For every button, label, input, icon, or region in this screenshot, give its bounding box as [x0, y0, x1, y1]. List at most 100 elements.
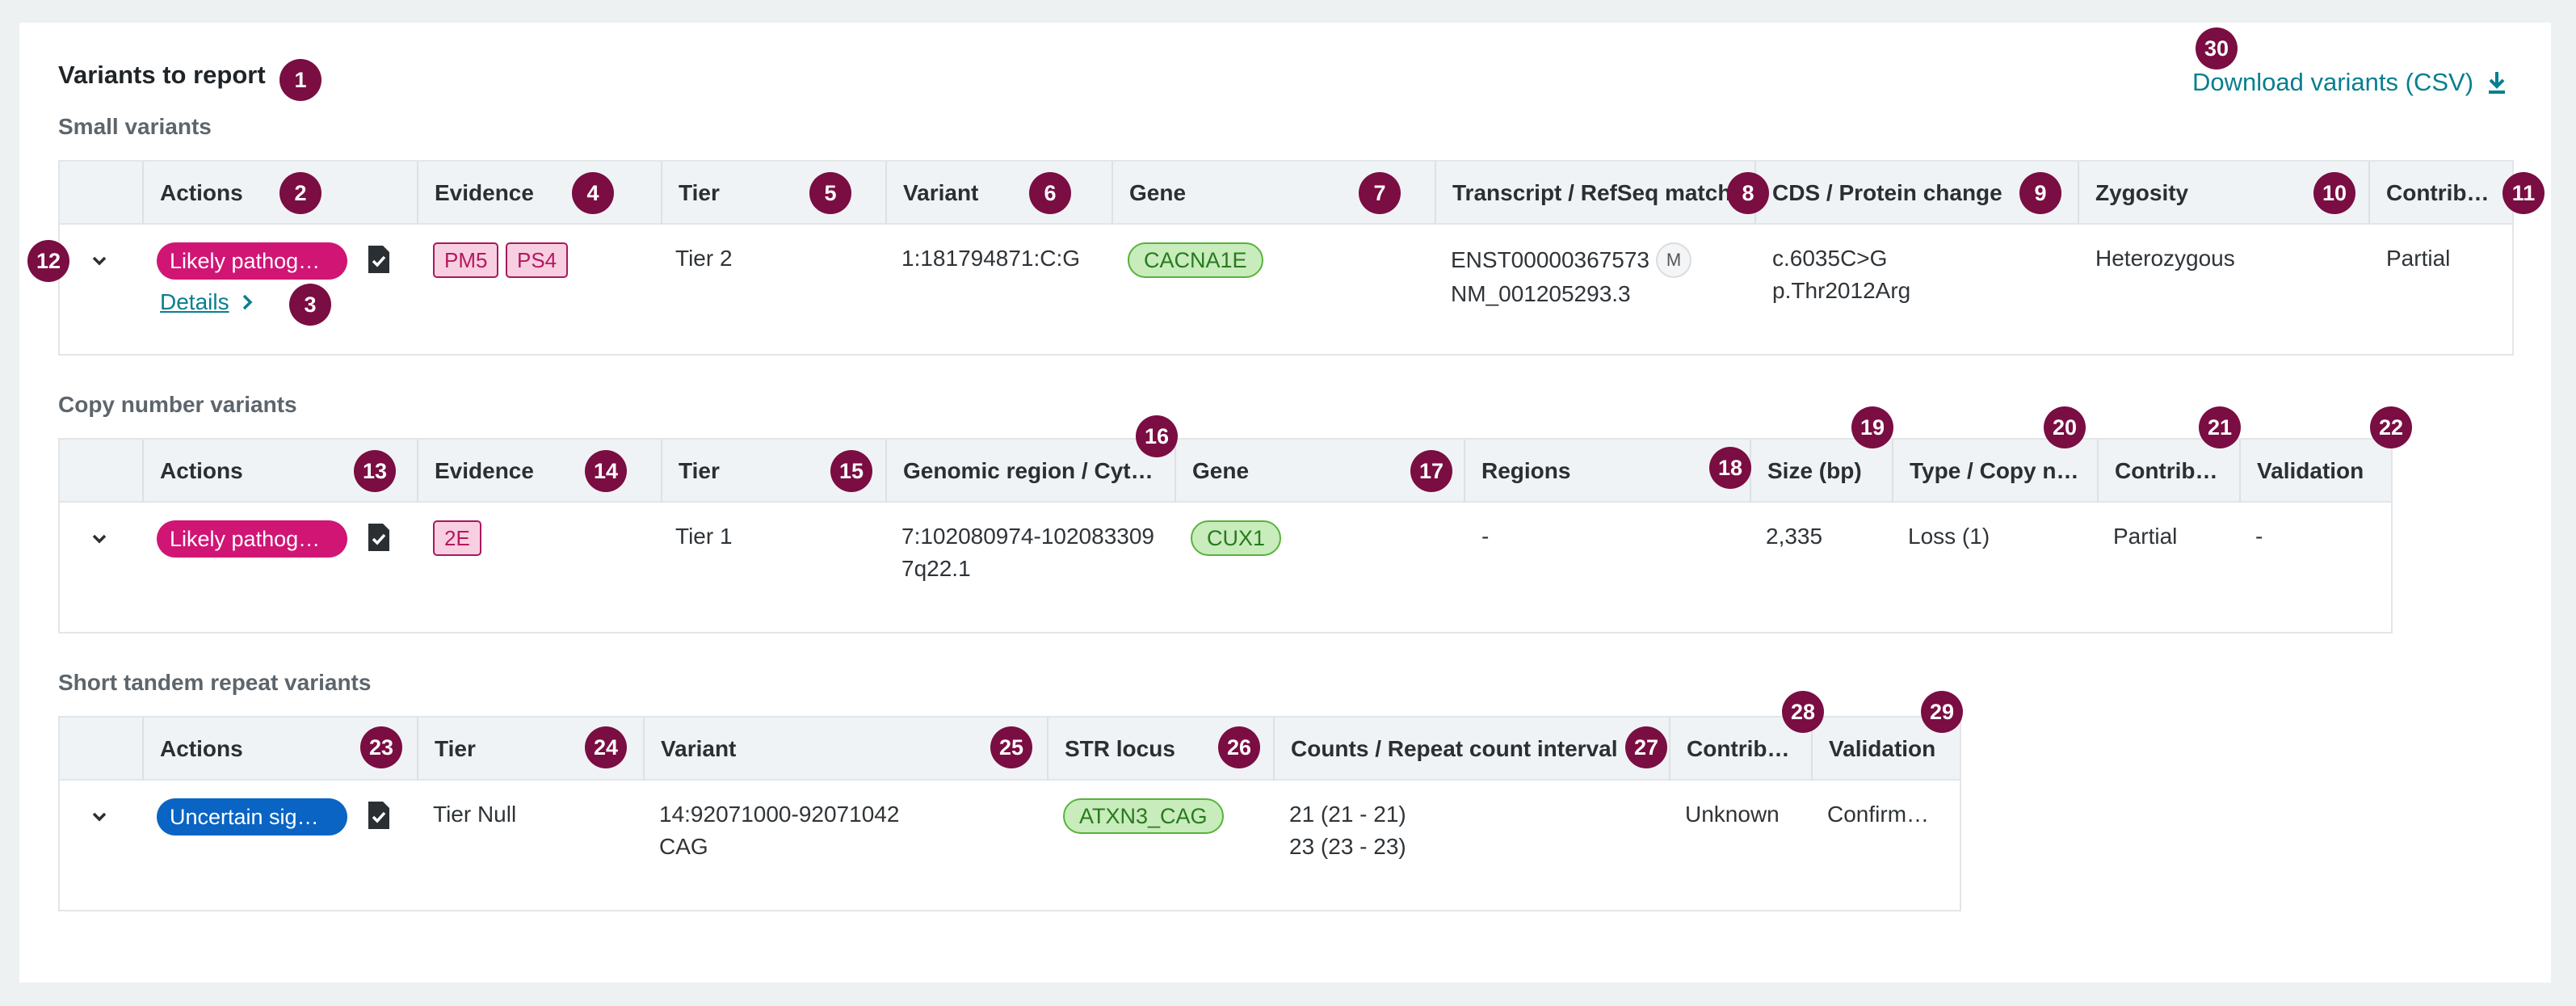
annotation-badge: 17 — [1410, 450, 1452, 492]
small-variants-table: Actions Evidence Tier Variant Gene Trans… — [58, 160, 2514, 356]
annotation-badge: 25 — [990, 726, 1032, 768]
validation-value: - — [2255, 524, 2263, 549]
col-transcript[interactable]: Transcript / RefSeq match — [1435, 162, 1754, 225]
col-expand — [60, 440, 142, 503]
evidence-tag: PS4 — [506, 242, 569, 278]
annotation-badge: 4 — [572, 172, 614, 214]
table-header: Actions Evidence Tier Genomic region / C… — [60, 440, 2391, 503]
col-regions[interactable]: Regions — [1464, 440, 1750, 503]
gene-tag[interactable]: CACNA1E — [1128, 242, 1263, 278]
tier-value: Tier 2 — [675, 246, 733, 271]
col-contribution[interactable]: Contrib… — [2097, 440, 2239, 503]
col-tier[interactable]: Tier — [661, 440, 885, 503]
details-label: Details — [160, 289, 229, 314]
annotation-badge: 19 — [1851, 406, 1893, 448]
download-csv-link[interactable]: Download variants (CSV) — [2192, 68, 2507, 97]
col-counts[interactable]: Counts / Repeat count interval — [1273, 718, 1669, 781]
col-type-copy[interactable]: Type / Copy n… — [1892, 440, 2097, 503]
evidence-tag: 2E — [433, 520, 481, 556]
col-genomic-region[interactable]: Genomic region / Cyt… — [885, 440, 1175, 503]
chevron-down-icon[interactable] — [87, 805, 111, 829]
col-actions[interactable]: Actions — [142, 718, 417, 781]
annotation-badge: 15 — [830, 450, 872, 492]
col-expand — [60, 162, 142, 225]
download-icon — [2489, 72, 2506, 94]
report-doc-icon[interactable] — [365, 522, 393, 553]
col-evidence[interactable]: Evidence — [417, 162, 661, 225]
col-str-locus[interactable]: STR locus — [1047, 718, 1273, 781]
col-validation[interactable]: Validation — [1811, 718, 1963, 781]
cnv-title: Copy number variants — [58, 392, 297, 417]
col-tier[interactable]: Tier — [417, 718, 643, 781]
annotation-badge: 20 — [2044, 406, 2086, 448]
col-contribution[interactable]: Contrib… — [2368, 162, 2515, 225]
annotation-badge: 27 — [1625, 726, 1667, 768]
col-gene[interactable]: Gene — [1175, 440, 1464, 503]
col-size[interactable]: Size (bp) — [1750, 440, 1892, 503]
region-value: 7:102080974-102083309 — [901, 524, 1154, 549]
refseq-value: NM_001205293.3 — [1451, 281, 1631, 306]
gene-tag[interactable]: CUX1 — [1191, 520, 1282, 556]
variant-value: 1:181794871:C:G — [901, 246, 1081, 271]
report-doc-icon[interactable] — [365, 800, 393, 831]
str-title: Short tandem repeat variants — [58, 670, 372, 695]
regions-value: - — [1481, 524, 1490, 549]
annotation-badge: 18 — [1709, 447, 1751, 489]
report-doc-icon[interactable] — [365, 244, 393, 275]
col-validation[interactable]: Validation — [2239, 440, 2394, 503]
download-label: Download variants (CSV) — [2192, 68, 2474, 96]
details-link[interactable]: Details — [160, 289, 254, 315]
annotation-badge: 13 — [354, 450, 396, 492]
contribution-value: Unknown — [1685, 802, 1780, 827]
col-expand — [60, 718, 142, 781]
zygosity-value: Heterozygous — [2095, 246, 2235, 271]
count-value-2: 23 (23 - 23) — [1289, 834, 1406, 859]
annotation-badge: 26 — [1218, 726, 1260, 768]
size-value: 2,335 — [1766, 524, 1823, 549]
evidence-tag: PM5 — [433, 242, 499, 278]
annotation-badge: 2 — [279, 172, 321, 214]
cds-value: c.6035C>G — [1772, 246, 1888, 271]
col-actions[interactable]: Actions — [142, 162, 417, 225]
annotation-badge: 12 — [27, 240, 69, 282]
annotation-badge: 30 — [2196, 27, 2238, 69]
annotation-badge: 14 — [585, 450, 627, 492]
col-actions[interactable]: Actions — [142, 440, 417, 503]
col-zygosity[interactable]: Zygosity — [2078, 162, 2368, 225]
classification-badge[interactable]: Likely pathog… — [157, 242, 347, 280]
variant-value: 14:92071000-92071042 — [659, 802, 900, 827]
col-variant[interactable]: Variant — [643, 718, 1047, 781]
page-title: Variants to report — [58, 61, 266, 89]
classification-badge[interactable]: Likely pathog… — [157, 520, 347, 558]
cytoband-value: 7q22.1 — [901, 556, 971, 581]
annotation-badge: 8 — [1727, 172, 1769, 214]
str-locus-tag[interactable]: ATXN3_CAG — [1063, 798, 1224, 834]
cnv-table: Actions Evidence Tier Genomic region / C… — [58, 438, 2393, 633]
col-evidence[interactable]: Evidence — [417, 440, 661, 503]
count-value-1: 21 (21 - 21) — [1289, 802, 1406, 827]
annotation-badge: 1 — [279, 59, 321, 101]
tier-value: Tier Null — [433, 802, 517, 827]
chevron-down-icon[interactable] — [87, 527, 111, 551]
col-variant[interactable]: Variant — [885, 162, 1112, 225]
annotation-badge: 28 — [1782, 691, 1824, 733]
annotation-badge: 3 — [289, 284, 331, 326]
col-contribution[interactable]: Contrib… — [1669, 718, 1811, 781]
col-tier[interactable]: Tier — [661, 162, 885, 225]
annotation-badge: 6 — [1029, 172, 1071, 214]
match-badge: M — [1656, 242, 1691, 278]
annotation-badge: 21 — [2199, 406, 2241, 448]
chevron-down-icon[interactable] — [87, 249, 111, 273]
annotation-badge: 22 — [2370, 406, 2412, 448]
small-variants-title: Small variants — [58, 114, 212, 139]
transcript-value: ENST00000367573 — [1451, 247, 1649, 272]
protein-value: p.Thr2012Arg — [1772, 278, 1911, 303]
classification-badge[interactable]: Uncertain sig… — [157, 798, 347, 836]
annotation-badge: 16 — [1136, 415, 1178, 457]
contribution-value: Partial — [2386, 246, 2451, 271]
annotation-badge: 5 — [809, 172, 851, 214]
chevron-right-icon — [242, 294, 253, 310]
repeat-unit-value: CAG — [659, 834, 708, 859]
col-gene[interactable]: Gene — [1112, 162, 1435, 225]
tier-value: Tier 1 — [675, 524, 733, 549]
